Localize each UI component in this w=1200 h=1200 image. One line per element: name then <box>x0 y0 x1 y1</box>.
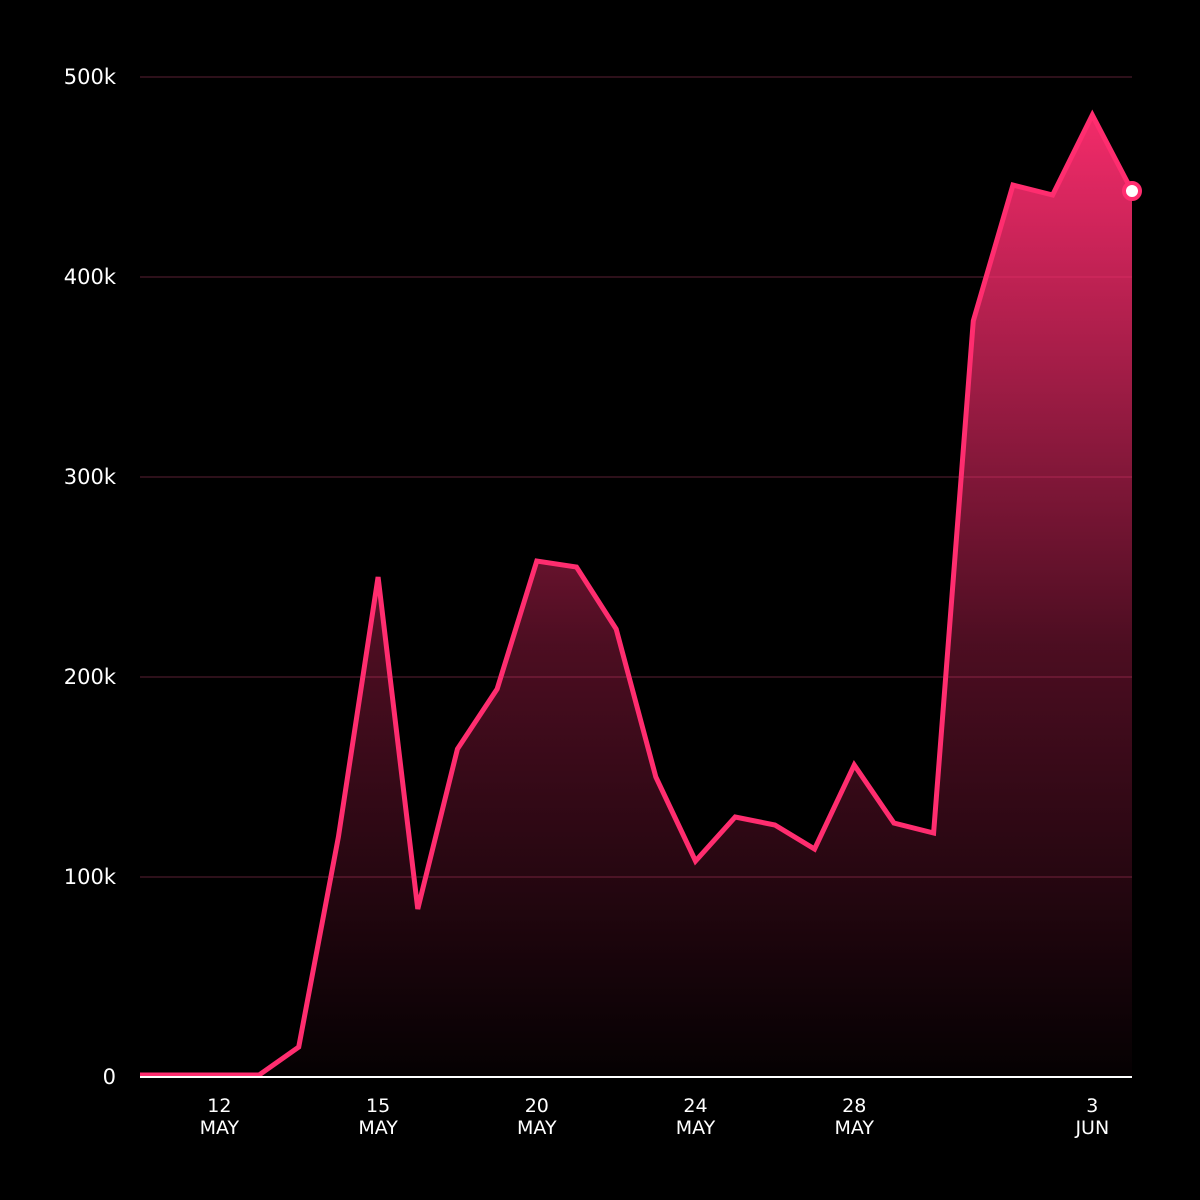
last-point-marker <box>1122 181 1142 201</box>
x-tick-label-month: JUN <box>1074 1117 1109 1139</box>
x-tick-label-month: MAY <box>358 1117 398 1139</box>
y-tick-label: 0 <box>103 1065 116 1089</box>
x-tick-label-month: MAY <box>834 1117 874 1139</box>
area-fill-layer <box>140 115 1132 1077</box>
x-tick-label-month: MAY <box>517 1117 557 1139</box>
x-tick-label-day: 3 <box>1086 1095 1098 1117</box>
series-line <box>140 109 1135 1078</box>
x-tick-label-day: 15 <box>366 1095 390 1117</box>
series-line-layer <box>140 109 1135 1078</box>
y-tick-label: 400k <box>64 265 117 289</box>
y-tick-label: 100k <box>64 865 117 889</box>
x-tick-label-month: MAY <box>200 1117 240 1139</box>
y-tick-label: 500k <box>64 65 117 89</box>
y-tick-label: 300k <box>64 465 117 489</box>
x-tick-label-day: 28 <box>842 1095 866 1117</box>
x-tick-label-day: 24 <box>683 1095 707 1117</box>
y-tick-label: 200k <box>64 665 117 689</box>
x-tick-label-day: 12 <box>207 1095 231 1117</box>
x-tick-label-day: 20 <box>525 1095 549 1117</box>
x-tick-label-month: MAY <box>676 1117 716 1139</box>
area-fill <box>140 115 1132 1077</box>
y-axis-tick-labels: 0 100k 200k 300k 400k 500k <box>64 65 117 1089</box>
marker-layer <box>1122 181 1142 201</box>
